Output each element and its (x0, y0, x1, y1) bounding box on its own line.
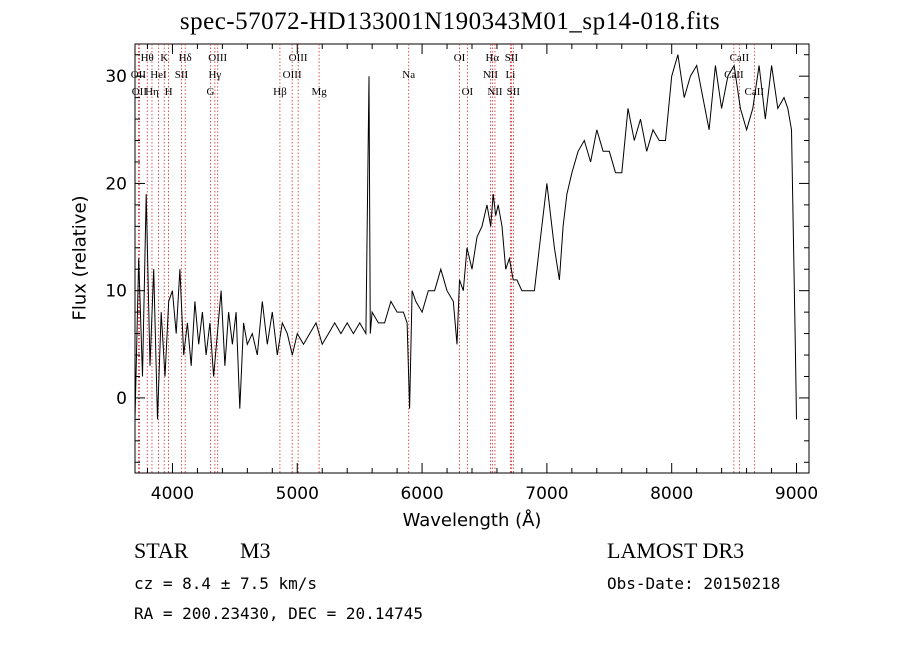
line-label-19: Hα (485, 52, 499, 64)
y-tick-label-20: 20 (105, 174, 127, 194)
line-label-0: Hθ (141, 52, 154, 64)
line-label-24: SII (507, 86, 521, 98)
x-tick-label-4000: 4000 (151, 484, 194, 504)
y-tick-label-10: 10 (105, 282, 127, 302)
y-axis-ticks: 0 10 20 30 (105, 54, 809, 463)
observation-date: Obs-Date: 20150218 (607, 574, 781, 593)
x-tick-label-5000: 5000 (276, 484, 319, 504)
line-label-10: Hγ (208, 69, 221, 81)
line-label-21: NII (487, 86, 503, 98)
line-label-20: NII (483, 69, 499, 81)
line-label-22: SII (505, 52, 519, 64)
line-label-2: OII (131, 69, 147, 81)
plot-frame (134, 43, 810, 474)
line-label-4: K (160, 52, 168, 64)
spectral-line-markers (137, 44, 755, 473)
line-label-1: Hη (145, 86, 159, 98)
y-axis-label: Flux (relative) (69, 195, 91, 321)
survey-name: LAMOST DR3 (607, 538, 745, 563)
x-tick-label-9000: 9000 (775, 484, 818, 504)
y-tick-label-30: 30 (105, 67, 127, 87)
line-label-23: Li (506, 69, 516, 81)
line-label-8: SII (175, 69, 189, 81)
line-label-15: Mg (311, 86, 327, 98)
object-class: STAR (134, 538, 189, 563)
line-label-17: OI (454, 52, 466, 64)
line-label-13: OIII (289, 52, 308, 64)
line-label-6: H (165, 86, 173, 98)
x-tick-label-8000: 8000 (650, 484, 693, 504)
x-axis-label: Wavelength (Å) (402, 510, 542, 531)
line-label-25: CaII (730, 52, 750, 64)
line-label-5: HeI (150, 69, 167, 81)
line-label-11: G (207, 86, 215, 98)
redshift-velocity: cz = 8.4 ± 7.5 km/s (134, 574, 318, 593)
line-label-16: Na (402, 69, 415, 81)
line-label-18: OI (462, 86, 474, 98)
spectrum-series-0 (134, 54, 797, 420)
x-axis-ticks: 4000 5000 6000 7000 8000 9000 (146, 44, 818, 504)
line-label-9: OIII (208, 52, 227, 64)
line-label-3: OII (132, 86, 148, 98)
line-label-26: CaII (724, 69, 744, 81)
x-tick-label-6000: 6000 (400, 484, 443, 504)
line-label-14: OIII (283, 69, 302, 81)
chart-title: spec-57072-HD133001N190343M01_sp14-018.f… (179, 8, 721, 35)
series-layer (134, 54, 797, 420)
line-label-7: Hδ (179, 52, 192, 64)
line-label-12: Hβ (273, 86, 287, 98)
object-subclass: M3 (240, 538, 271, 563)
coordinates: RA = 200.23430, DEC = 20.14745 (134, 604, 423, 623)
line-label-27: CaII (745, 86, 765, 98)
y-tick-label-0: 0 (116, 389, 127, 409)
x-tick-label-7000: 7000 (525, 484, 568, 504)
